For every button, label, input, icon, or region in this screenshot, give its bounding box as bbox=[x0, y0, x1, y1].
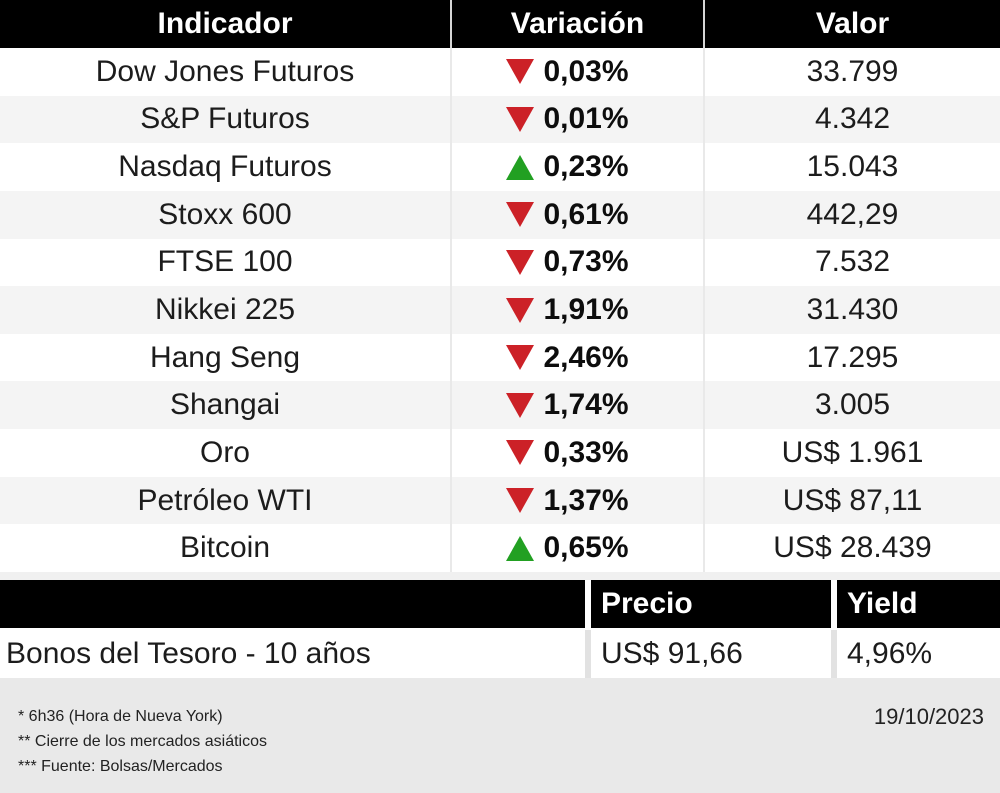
variation-value: 2,46% bbox=[543, 340, 629, 374]
indicator-name: Dow Jones Futuros bbox=[95, 54, 355, 88]
indicator-value: 31.430 bbox=[703, 286, 1000, 334]
indicator-name: S&P Futuros bbox=[140, 102, 310, 136]
direction-triangle-icon bbox=[506, 59, 535, 85]
table-row-dow-jones: Dow Jones Futuros 0,03% 33.799 bbox=[0, 48, 1000, 96]
direction-triangle-icon bbox=[506, 106, 535, 132]
header-variacion: Variación bbox=[450, 0, 703, 48]
variation-value: 0,73% bbox=[543, 245, 629, 279]
variation-group: 0,01% bbox=[506, 102, 629, 136]
indicator-value: 7.532 bbox=[703, 238, 1000, 287]
variation-group: 1,74% bbox=[506, 388, 629, 422]
table-row-shangai: Shangai 1,74% 3.005 bbox=[0, 381, 1000, 430]
indicator-name: Oro bbox=[199, 435, 250, 469]
direction-triangle-icon bbox=[506, 535, 535, 561]
indicator-name: Shangai bbox=[169, 388, 281, 422]
variation-value: 1,37% bbox=[543, 483, 629, 517]
indicator-name: Bitcoin bbox=[179, 531, 271, 565]
variation-cell: 0,61% bbox=[450, 190, 703, 239]
header-indicador: Indicador bbox=[157, 7, 293, 40]
variation-group: 1,91% bbox=[506, 293, 629, 327]
indicator-name: FTSE 100 bbox=[157, 245, 293, 279]
bond-name: Bonos del Tesoro - 10 años bbox=[6, 637, 371, 670]
indicator-value: US$ 87,11 bbox=[703, 476, 1000, 525]
indicator-value: 33.799 bbox=[703, 48, 1000, 96]
direction-triangle-icon bbox=[506, 440, 535, 466]
table-row-sp: S&P Futuros 0,01% 4.342 bbox=[0, 95, 1000, 144]
indicator-name: Hang Seng bbox=[149, 340, 301, 374]
indicator-value: US$ 1.961 bbox=[703, 429, 1000, 477]
variation-group: 0,23% bbox=[506, 150, 629, 184]
variation-cell: 1,74% bbox=[450, 381, 703, 430]
footnote-source: *** Fuente: Bolsas/Mercados bbox=[18, 758, 223, 775]
table-row-ftse: FTSE 100 0,73% 7.532 bbox=[0, 238, 1000, 287]
header-blank bbox=[0, 580, 585, 628]
indicator-name: Petróleo WTI bbox=[137, 483, 313, 517]
variation-cell: 0,73% bbox=[450, 238, 703, 287]
table-row-nasdaq: Nasdaq Futuros 0,23% 15.043 bbox=[0, 143, 1000, 191]
indicator-name: Stoxx 600 bbox=[158, 197, 292, 231]
bonds-table-row: Bonos del Tesoro - 10 años US$ 91,66 4,9… bbox=[0, 628, 1000, 678]
direction-triangle-icon bbox=[506, 249, 535, 275]
variation-value: 0,03% bbox=[543, 54, 629, 88]
direction-triangle-icon bbox=[506, 345, 535, 371]
footnote-asian-markets: ** Cierre de los mercados asiáticos bbox=[18, 733, 267, 750]
variation-value: 1,74% bbox=[543, 388, 629, 422]
variation-group: 0,61% bbox=[506, 197, 629, 232]
header-valor: Valor bbox=[703, 0, 1000, 48]
indicator-name: Nasdaq Futuros bbox=[118, 150, 332, 184]
table-row-hang-seng: Hang Seng 2,46% 17.295 bbox=[0, 333, 1000, 382]
variation-group: 0,03% bbox=[506, 54, 629, 89]
variation-value: 0,61% bbox=[543, 197, 629, 231]
variation-group: 0,33% bbox=[506, 435, 629, 470]
direction-triangle-icon bbox=[506, 297, 535, 323]
variation-cell: 0,23% bbox=[450, 143, 703, 191]
indicators-table-header: Indicador Variación Valor bbox=[0, 0, 1000, 48]
table-row-oro: Oro 0,33% US$ 1.961 bbox=[0, 429, 1000, 477]
table-row-nikkei: Nikkei 225 1,91% 31.430 bbox=[0, 286, 1000, 334]
indicator-value: 442,29 bbox=[703, 190, 1000, 239]
variation-group: 2,46% bbox=[506, 340, 629, 375]
direction-triangle-icon bbox=[506, 488, 535, 514]
variation-value: 0,33% bbox=[543, 435, 629, 469]
footnotes: * 6h36 (Hora de Nueva York) ** Cierre de… bbox=[18, 704, 267, 779]
variation-group: 0,73% bbox=[506, 245, 629, 279]
bond-yield: 4,96% bbox=[831, 630, 1000, 678]
variation-cell: 0,01% bbox=[450, 95, 703, 144]
direction-triangle-icon bbox=[506, 392, 535, 418]
date-label: 19/10/2023 bbox=[873, 704, 984, 729]
variation-cell: 2,46% bbox=[450, 333, 703, 382]
table-row-bitcoin: Bitcoin 0,65% US$ 28.439 bbox=[0, 524, 1000, 573]
direction-triangle-icon bbox=[506, 202, 535, 228]
variation-cell: 1,37% bbox=[450, 476, 703, 525]
variation-value: 0,01% bbox=[543, 102, 629, 136]
table-row-stoxx: Stoxx 600 0,61% 442,29 bbox=[0, 190, 1000, 239]
table-separator bbox=[0, 572, 1000, 580]
header-precio: Precio bbox=[585, 580, 831, 628]
variation-cell: 1,91% bbox=[450, 286, 703, 334]
indicator-value: US$ 28.439 bbox=[703, 524, 1000, 573]
variation-value: 1,91% bbox=[543, 293, 629, 327]
variation-group: 1,37% bbox=[506, 483, 629, 518]
bond-price: US$ 91,66 bbox=[585, 630, 831, 678]
table-row-petroleo: Petróleo WTI 1,37% US$ 87,11 bbox=[0, 476, 1000, 525]
indicator-value: 15.043 bbox=[703, 143, 1000, 191]
indicator-value: 3.005 bbox=[703, 381, 1000, 430]
indicator-value: 4.342 bbox=[703, 95, 1000, 144]
header-yield: Yield bbox=[831, 580, 1000, 628]
footer: * 6h36 (Hora de Nueva York) ** Cierre de… bbox=[0, 678, 1000, 793]
bonds-table-header: Precio Yield bbox=[0, 580, 1000, 628]
variation-value: 0,23% bbox=[543, 150, 629, 184]
indicator-name: Nikkei 225 bbox=[154, 293, 296, 327]
indicator-value: 17.295 bbox=[703, 333, 1000, 382]
variation-cell: 0,65% bbox=[450, 524, 703, 573]
indicators-table-body: Dow Jones Futuros 0,03% 33.799 S&P Futur… bbox=[0, 48, 1000, 573]
variation-group: 0,65% bbox=[506, 531, 629, 565]
variation-cell: 0,03% bbox=[450, 48, 703, 96]
direction-triangle-icon bbox=[506, 154, 535, 180]
variation-cell: 0,33% bbox=[450, 429, 703, 477]
footnote-time: * 6h36 (Hora de Nueva York) bbox=[18, 708, 223, 725]
variation-value: 0,65% bbox=[543, 531, 629, 565]
